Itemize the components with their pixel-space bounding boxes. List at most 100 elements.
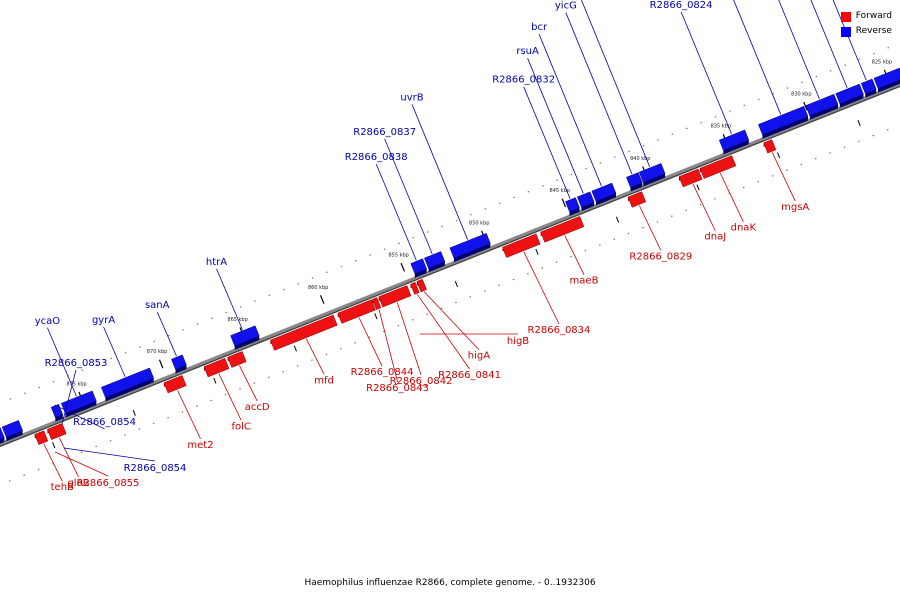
gene-label[interactable]: R2866_0854 [124,463,187,474]
gene-shade [428,261,445,273]
gene-higA[interactable]: higA [416,279,490,362]
gene-lpdA[interactable]: lpdA [783,0,864,108]
gene-label[interactable]: mfd [314,375,334,386]
gene-higB[interactable]: higB [420,333,529,347]
tick-label: 870 kbp [147,349,167,355]
gene-label[interactable]: bcr [531,22,548,33]
tick-mark [803,101,808,111]
gene-block-0[interactable] [0,427,5,447]
gene-leader [565,12,633,175]
gene-R2866_0855[interactable]: R2866_0855 [54,451,140,489]
gene-leader [384,138,433,255]
gene-maeB[interactable]: maeB [540,216,599,287]
gene-shade [878,79,900,93]
gene-R2866_0841[interactable]: R2866_0841 [410,281,501,381]
gene-leader [239,365,258,402]
gene-R2866_0853[interactable] [50,404,63,422]
gene-R2866_0829[interactable]: R2866_0829 [627,191,692,263]
gene-label[interactable]: accD [245,402,270,413]
gene-R2866_0842[interactable]: R2866_0842 [378,285,453,387]
gene-label[interactable]: folC [231,421,250,432]
gene-R2866_0855[interactable] [47,423,67,440]
gene-label[interactable]: higB [507,336,529,347]
gene-R2866_0824[interactable]: R2866_0824 [650,0,750,155]
gene-R2866_0834[interactable]: R2866_0834 [502,233,591,336]
gene-block [101,367,154,398]
gene-label[interactable]: R2866_0844 [351,367,414,378]
gene-leader [396,302,422,375]
gene-label[interactable]: ycaO [35,316,61,327]
gene-leader [832,0,867,81]
gene-R2866_0843[interactable]: R2866_0843 [366,297,429,394]
gene-label[interactable]: higA [468,351,490,362]
legend: Forward Reverse [840,9,892,39]
gene-block [860,78,877,94]
gene-aceF[interactable]: aceF [752,0,839,120]
gene-label[interactable]: yicG [555,1,577,12]
gene-block [576,191,595,208]
gene-label[interactable]: rsuA [516,46,539,57]
gene-label[interactable]: R2866_0834 [528,325,591,336]
gene-label[interactable]: uvrB [400,92,423,103]
gene-label[interactable]: maeB [570,276,599,287]
gene-aceE[interactable]: aceE [713,0,809,139]
gene-label[interactable]: R2866_0838 [345,152,408,163]
gene-label[interactable]: R2866_0832 [492,75,555,86]
gene-yicG[interactable]: yicG [555,1,643,192]
gene-proA[interactable]: proA [568,0,666,187]
gene-apt[interactable]: apt [811,0,877,98]
gene-R2866_0844[interactable]: R2866_0844 [337,299,414,378]
gene-R2866_0853[interactable]: R2866_0853 [45,358,108,425]
gene-accD[interactable]: accD [227,351,270,413]
gene-higB[interactable] [416,279,427,293]
gene-bcr[interactable]: bcr [531,22,617,206]
gene-label[interactable]: R2866_0854 [73,417,136,428]
gene-label[interactable]: R2866_0842 [390,376,453,387]
gene-ycaO[interactable]: ycaO [35,316,97,418]
gene-R2866_0837[interactable]: R2866_0837 [353,127,446,273]
gene-label[interactable]: dnaK [731,223,757,234]
gene-shade [175,365,187,374]
gene-mfd[interactable]: mfd [270,314,338,386]
gene-block-1[interactable] [1,420,23,442]
gene-leader [692,183,716,231]
gene-label[interactable]: R2866_0841 [438,370,501,381]
gene-label[interactable]: met2 [187,440,213,451]
gene-uvrB[interactable]: uvrB [400,92,491,263]
legend-item-forward: Forward [840,9,892,24]
gene-label[interactable]: R2866_0829 [629,251,692,262]
gene-leader [680,11,732,135]
gene-met2[interactable]: met2 [163,375,214,451]
gene-R2866_0832[interactable]: R2866_0832 [492,75,580,216]
gene-label[interactable]: R2866_0824 [650,0,713,11]
tick-mark-lower [52,442,56,449]
tick-mark-lower [615,216,620,223]
gene-gyrA[interactable]: gyrA [92,315,154,402]
gene-label[interactable]: mgsA [781,202,809,213]
gene-tehB[interactable]: tehB [34,430,74,493]
gene-folC[interactable]: folC [203,358,251,432]
tick-label: 840 kbp [630,156,650,162]
gene-R2866_0854[interactable]: R2866_0854 [63,447,187,474]
gene-label[interactable]: tehB [51,482,74,493]
gene-block-40[interactable] [873,67,900,93]
gene-rsuA[interactable]: rsuA [516,46,595,212]
gene-label[interactable]: dnaJ [704,232,726,243]
gene-mgsA[interactable]: mgsA [763,139,810,213]
gene-sanA[interactable]: sanA [145,300,187,374]
gene-label[interactable]: gyrA [92,315,115,326]
gene-label[interactable]: R2866_0853 [45,358,108,369]
gene-label[interactable]: gloB [67,478,89,489]
gene-dnaJ[interactable]: dnaJ [678,168,726,243]
gene-htrA[interactable]: htrA [206,257,260,350]
gene-label[interactable]: sanA [145,300,170,311]
gene-label[interactable]: R2866_0855 [77,478,140,489]
gene-label[interactable]: htrA [206,257,227,268]
gene-dnaK[interactable]: dnaK [699,155,757,234]
gene-leader [527,58,584,194]
gene-block [378,285,412,308]
gene-R2866_0838[interactable]: R2866_0838 [345,152,427,278]
gene-label[interactable]: R2866_0843 [366,383,429,394]
gene-leader [416,294,470,370]
gene-label[interactable]: R2866_0837 [353,127,416,138]
